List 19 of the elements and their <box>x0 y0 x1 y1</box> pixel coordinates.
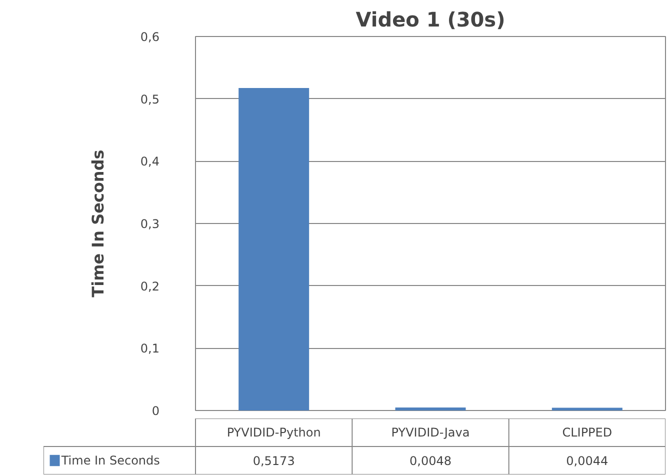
y-tick-label: 0,1 <box>140 342 160 356</box>
bar <box>238 88 310 410</box>
data-label: 0,5173 <box>252 454 295 468</box>
y-tick-label: 0,4 <box>140 154 160 169</box>
x-tick-label: CLIPPED <box>562 426 612 440</box>
y-tick-label: 0,2 <box>140 279 160 294</box>
y-tick-label: 0 <box>152 404 160 418</box>
data-label: 0,0044 <box>566 454 608 468</box>
chart-title: Video 1 (30s) <box>356 8 506 32</box>
bar <box>395 408 466 410</box>
data-label: 0,0048 <box>410 454 452 468</box>
y-axis-title: Time In Seconds <box>88 150 108 298</box>
x-tick-label: PYVIDID-Python <box>226 426 321 440</box>
x-tick-label: PYVIDID-Java <box>391 426 470 440</box>
y-tick-label: 0,3 <box>140 217 160 231</box>
y-tick-label: 0,5 <box>140 92 160 106</box>
bar <box>552 408 622 410</box>
legend-label: Time In Seconds <box>60 454 160 468</box>
y-tick-label: 0,6 <box>140 30 160 44</box>
